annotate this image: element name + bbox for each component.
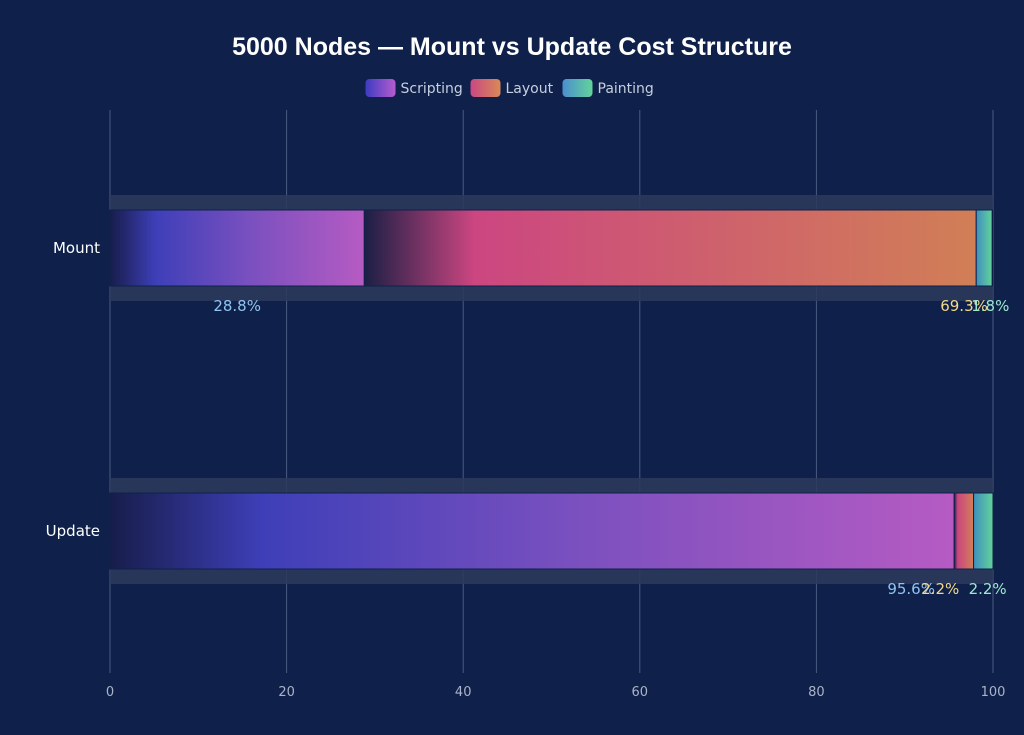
bar-mount-painting bbox=[975, 209, 993, 287]
bar-update-layout bbox=[953, 492, 975, 570]
x-tick-label-60: 60 bbox=[632, 685, 649, 700]
category-labels: Mount Update bbox=[46, 239, 100, 540]
data-label-mount-painting: 1.8% bbox=[971, 297, 1009, 315]
bar-mount-scripting bbox=[109, 209, 365, 287]
bar-update-scripting bbox=[109, 492, 955, 570]
gridlines bbox=[109, 110, 994, 673]
legend-swatch-layout bbox=[470, 79, 501, 97]
x-tick-label-80: 80 bbox=[808, 685, 825, 700]
data-labels: 28.8% 69.3%1.8%95.6%2.2% 2.2% bbox=[213, 297, 1009, 598]
legend-swatch-scripting bbox=[365, 79, 396, 97]
x-tick-label-40: 40 bbox=[455, 685, 472, 700]
legend: Scripting Layout Painting bbox=[365, 79, 654, 97]
data-label-mount-scripting: 28.8% bbox=[213, 297, 261, 315]
legend-label-painting: Painting bbox=[598, 81, 654, 97]
x-tick-label-100: 100 bbox=[981, 685, 1006, 700]
data-label-update-layout: 2.2% bbox=[921, 580, 959, 598]
legend-label-scripting: Scripting bbox=[401, 81, 463, 97]
x-tick-labels: 0 20 40 60 80 100 bbox=[106, 685, 1006, 700]
data-label-update-painting: 2.2% bbox=[969, 580, 1007, 598]
category-label-update: Update bbox=[46, 522, 100, 540]
bars bbox=[109, 209, 994, 570]
x-tick-label-0: 0 bbox=[106, 685, 114, 700]
x-tick-label-20: 20 bbox=[278, 685, 295, 700]
legend-label-layout: Layout bbox=[506, 81, 554, 97]
chart-title: 5000 Nodes — Mount vs Update Cost Struct… bbox=[232, 33, 792, 61]
data-label-mount-layout: 69.3% bbox=[940, 297, 988, 315]
bar-mount-layout bbox=[363, 209, 977, 287]
data-label-update-scripting: 95.6% bbox=[887, 580, 935, 598]
legend-swatch-painting bbox=[562, 79, 593, 97]
category-label-mount: Mount bbox=[53, 239, 100, 257]
bar-update-painting bbox=[973, 492, 994, 570]
